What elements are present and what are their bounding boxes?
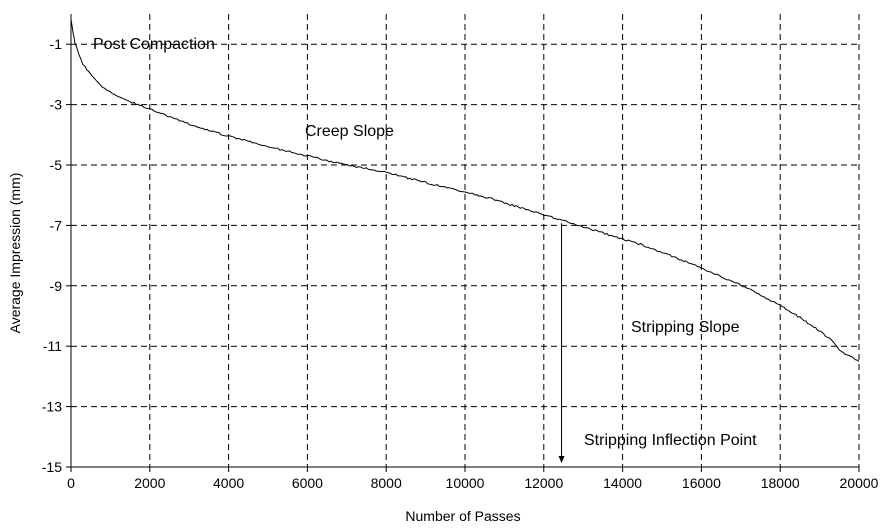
x-tick-label: 14000 (603, 475, 642, 491)
x-tick-label: 0 (67, 475, 75, 491)
annotation-creep-slope: Creep Slope (305, 123, 394, 140)
x-tick-label: 2000 (134, 475, 165, 491)
y-axis-title: Average Impression (mm) (7, 173, 23, 334)
x-tick-label: 18000 (761, 475, 800, 491)
y-tick-label: -9 (50, 278, 63, 294)
x-tick-label: 8000 (371, 475, 402, 491)
inflection-arrow-head (558, 456, 565, 463)
y-tick-label: -3 (50, 97, 63, 113)
annotation-inflection-point: Stripping Inflection Point (584, 432, 757, 449)
x-axis-title: Number of Passes (405, 508, 520, 524)
y-tick-label: -7 (50, 217, 63, 233)
x-tick-label: 10000 (446, 475, 485, 491)
y-tick-label: -5 (50, 157, 63, 173)
x-tick-label: 4000 (213, 475, 244, 491)
annotation-post-compaction: Post Compaction (93, 36, 215, 53)
y-tick-label: -1 (50, 36, 63, 52)
annotation-stripping-slope: Stripping Slope (631, 319, 740, 336)
y-tick-label: -15 (42, 459, 62, 475)
x-tick-label: 16000 (682, 475, 721, 491)
x-tick-label: 12000 (524, 475, 563, 491)
y-tick-label: -13 (42, 399, 62, 415)
series-line (70, 19, 860, 362)
x-tick-label: 20000 (840, 475, 879, 491)
y-tick-label: -11 (43, 338, 62, 354)
x-tick-label: 6000 (292, 475, 323, 491)
